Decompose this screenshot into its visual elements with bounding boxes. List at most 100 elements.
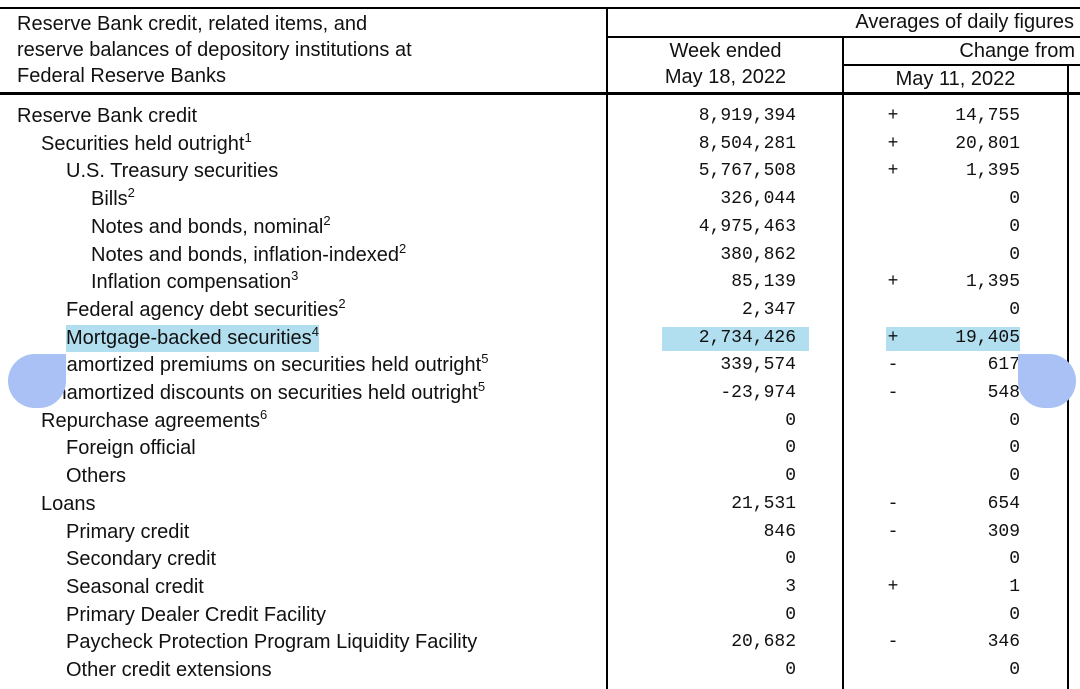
week-value: -23,974 — [720, 383, 796, 403]
change-date-header: May 11, 2022 — [895, 68, 1016, 90]
change-value: 0 — [1009, 244, 1020, 265]
row-label: Loans — [41, 492, 96, 515]
change-value: 346 — [987, 632, 1020, 653]
row-label: Unamortized discounts on securities held… — [41, 379, 486, 404]
table-row: Secondary credit 0 0 — [0, 546, 1080, 574]
footnote-ref: 2 — [323, 212, 331, 228]
week-value: 339,574 — [720, 355, 796, 376]
week-value: 846 — [763, 521, 796, 542]
table-title-line-2: reserve balances of depository instituti… — [17, 39, 412, 61]
change-sign: + — [887, 161, 899, 182]
change-value: 548 — [987, 383, 1020, 403]
change-rule — [843, 64, 1080, 66]
table-row: Loans 21,531 - 654 — [0, 491, 1080, 519]
row-label: Others — [66, 465, 127, 488]
table-row: Notes and bonds, nominal2 4,975,463 0 — [0, 214, 1080, 242]
row-label: Mortgage-backed securities4 — [66, 323, 319, 352]
week-value: 21,531 — [731, 493, 796, 514]
change-sign: + — [887, 106, 899, 126]
footnote-ref: 4 — [311, 323, 319, 339]
row-label: Reserve Bank credit — [17, 105, 198, 127]
week-value: 0 — [785, 660, 796, 680]
change-value: 1 — [1009, 576, 1020, 597]
group-rule — [608, 36, 1080, 38]
change-value: 20,801 — [955, 133, 1020, 154]
table-row: Primary Dealer Credit Facility 0 0 — [0, 602, 1080, 630]
change-sign: - — [887, 355, 899, 376]
table-row: Bills2 326,044 0 — [0, 186, 1080, 214]
change-value: 0 — [1009, 466, 1020, 487]
week-value: 0 — [785, 549, 796, 570]
row-label: Securities held outright1 — [41, 129, 252, 155]
table-row: Seasonal credit 3 +1 — [0, 574, 1080, 602]
table-title-line-1: Reserve Bank credit, related items, and — [17, 13, 368, 35]
week-value: 2,734,426 — [698, 327, 796, 348]
change-sign: + — [887, 272, 899, 293]
change-value: 0 — [1009, 189, 1020, 210]
change-sign: - — [887, 383, 899, 403]
week-value: 85,139 — [731, 272, 796, 293]
row-label: Secondary credit — [66, 548, 217, 571]
table-row: Unamortized premiums on securities held … — [0, 352, 1080, 380]
col-divider-1 — [606, 7, 608, 689]
footnote-ref: 2 — [399, 240, 407, 256]
group-header: Averages of daily figures — [855, 11, 1074, 33]
change-value: 1,395 — [965, 161, 1020, 182]
table-row: Mortgage-backed securities4 2,734,426 +19,… — [0, 323, 1080, 353]
change-value: 0 — [1009, 216, 1020, 237]
footnote-ref: 2 — [338, 295, 346, 311]
week-value: 2,347 — [741, 299, 796, 320]
week-value: 326,044 — [720, 189, 796, 210]
change-from-header: Change from — [959, 40, 1075, 62]
row-label: Primary credit — [66, 520, 190, 543]
change-sign: + — [887, 133, 899, 154]
footnote-ref: 2 — [127, 185, 135, 201]
row-label: Inflation compensation3 — [91, 268, 299, 294]
selection-end-handle[interactable] — [1018, 354, 1076, 408]
row-label: Notes and bonds, inflation-indexed2 — [91, 240, 407, 266]
table-row: U.S. Treasury securities 5,767,508 +1,395 — [0, 158, 1080, 186]
footnote-ref: 5 — [477, 379, 486, 394]
row-label: Seasonal credit — [66, 575, 204, 598]
table-row: Paycheck Protection Program Liquidity Fa… — [0, 629, 1080, 657]
row-label: Unamortized premiums on securities held … — [41, 351, 489, 377]
table-row: Primary credit 846 - 309 — [0, 519, 1080, 547]
week-value: 380,862 — [720, 244, 796, 265]
row-label: Bills2 — [91, 185, 135, 211]
change-sign: - — [887, 632, 899, 653]
table-row: Inflation compensation3 85,139 +1,395 — [0, 269, 1080, 297]
change-highlight — [886, 326, 1020, 351]
row-label: Repurchase agreements6 — [41, 406, 268, 432]
row-label: Other credit extensions — [66, 659, 272, 681]
change-sign: - — [887, 493, 899, 514]
change-value: 0 — [1009, 299, 1020, 320]
table-row: Federal agency debt securities2 2,347 0 — [0, 297, 1080, 325]
selection-start-handle[interactable] — [8, 354, 66, 408]
row-label: Paycheck Protection Program Liquidity Fa… — [66, 631, 478, 654]
change-value: 0 — [1009, 438, 1020, 459]
row-label: U.S. Treasury securities — [66, 160, 279, 183]
row-label: Federal agency debt securities2 — [66, 295, 346, 321]
row-label: Foreign official — [66, 437, 196, 460]
change-value: 0 — [1009, 604, 1020, 625]
table-row: Securities held outright1 8,504,281 +20,80… — [0, 131, 1080, 159]
week-value: 5,767,508 — [698, 161, 796, 182]
table-row: Repurchase agreements6 0 0 — [0, 408, 1080, 436]
footnote-ref: 5 — [481, 351, 489, 367]
change-value: 19,405 — [955, 327, 1020, 348]
week-value: 0 — [785, 438, 796, 459]
footnote-ref: 1 — [244, 129, 252, 145]
footnote-ref: 6 — [260, 406, 268, 422]
table-title-line-3: Federal Reserve Banks — [17, 65, 226, 87]
change-sign: + — [887, 327, 899, 348]
change-value: 0 — [1009, 410, 1020, 431]
value-highlight — [662, 326, 809, 351]
table-row: Others 0 0 — [0, 463, 1080, 491]
week-value: 3 — [785, 576, 796, 597]
week-value: 20,682 — [731, 632, 796, 653]
footnote-ref: 3 — [291, 268, 299, 284]
change-value: 14,755 — [955, 106, 1020, 126]
change-value: 1,395 — [965, 272, 1020, 293]
week-date-header: May 18, 2022 — [664, 66, 787, 88]
change-sign: - — [887, 521, 899, 542]
